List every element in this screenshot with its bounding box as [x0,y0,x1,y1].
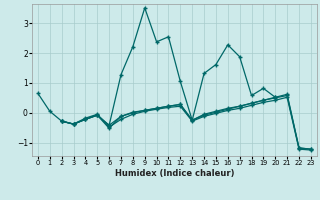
X-axis label: Humidex (Indice chaleur): Humidex (Indice chaleur) [115,169,234,178]
